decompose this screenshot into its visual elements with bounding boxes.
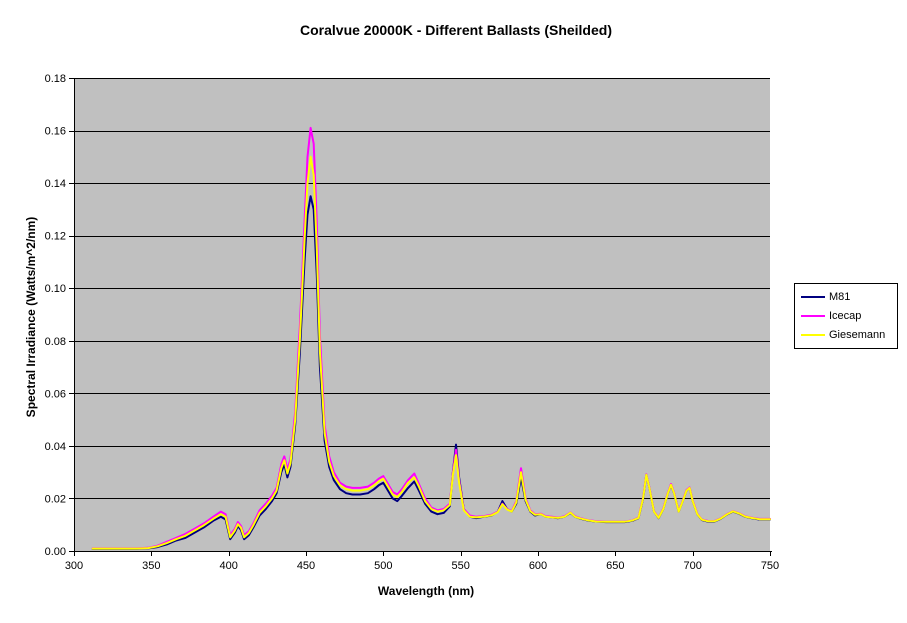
y-tick-label: 0.08 — [45, 336, 66, 348]
legend-item-m81: M81 — [801, 290, 891, 304]
chart-title: Coralvue 20000K - Different Ballasts (Sh… — [300, 22, 612, 38]
legend-swatch-icecap — [801, 314, 825, 317]
y-tick-label: 0.16 — [45, 126, 66, 138]
plot-area — [74, 78, 770, 551]
x-tick-label: 400 — [219, 560, 237, 572]
x-tick-label: 350 — [142, 560, 160, 572]
x-tick-label: 500 — [374, 560, 392, 572]
y-tick-label: 0.02 — [45, 493, 66, 505]
legend-label: Giesemann — [829, 328, 886, 341]
x-tick-label: 750 — [761, 560, 779, 572]
x-tick-label: 450 — [297, 560, 315, 572]
x-tick-label: 550 — [451, 560, 469, 572]
legend-label: M81 — [829, 291, 851, 304]
x-tick-label: 600 — [529, 560, 547, 572]
legend-item-giesemann: Giesemann — [801, 328, 891, 342]
y-tick-label: 0.06 — [45, 388, 66, 400]
legend-swatch-giesemann — [801, 333, 825, 336]
series-line-giesemann — [91, 155, 771, 550]
y-tick-label: 0.14 — [45, 178, 66, 190]
x-tick-label: 700 — [683, 560, 701, 572]
x-tick-label: 300 — [65, 560, 83, 572]
legend-swatch-m81 — [801, 296, 825, 299]
x-tick-label: 650 — [606, 560, 624, 572]
y-tick-label: 0.18 — [45, 73, 66, 85]
y-tick-label: 0.12 — [45, 231, 66, 243]
legend-label: Icecap — [829, 309, 862, 322]
legend: M81 Icecap Giesemann — [794, 283, 898, 349]
y-tick-label: 0.04 — [45, 441, 66, 453]
x-axis-title: Wavelength (nm) — [377, 584, 475, 598]
legend-item-icecap: Icecap — [801, 309, 891, 323]
y-tick-label: 0.10 — [45, 283, 66, 295]
y-tick-label: 0.00 — [45, 546, 66, 558]
